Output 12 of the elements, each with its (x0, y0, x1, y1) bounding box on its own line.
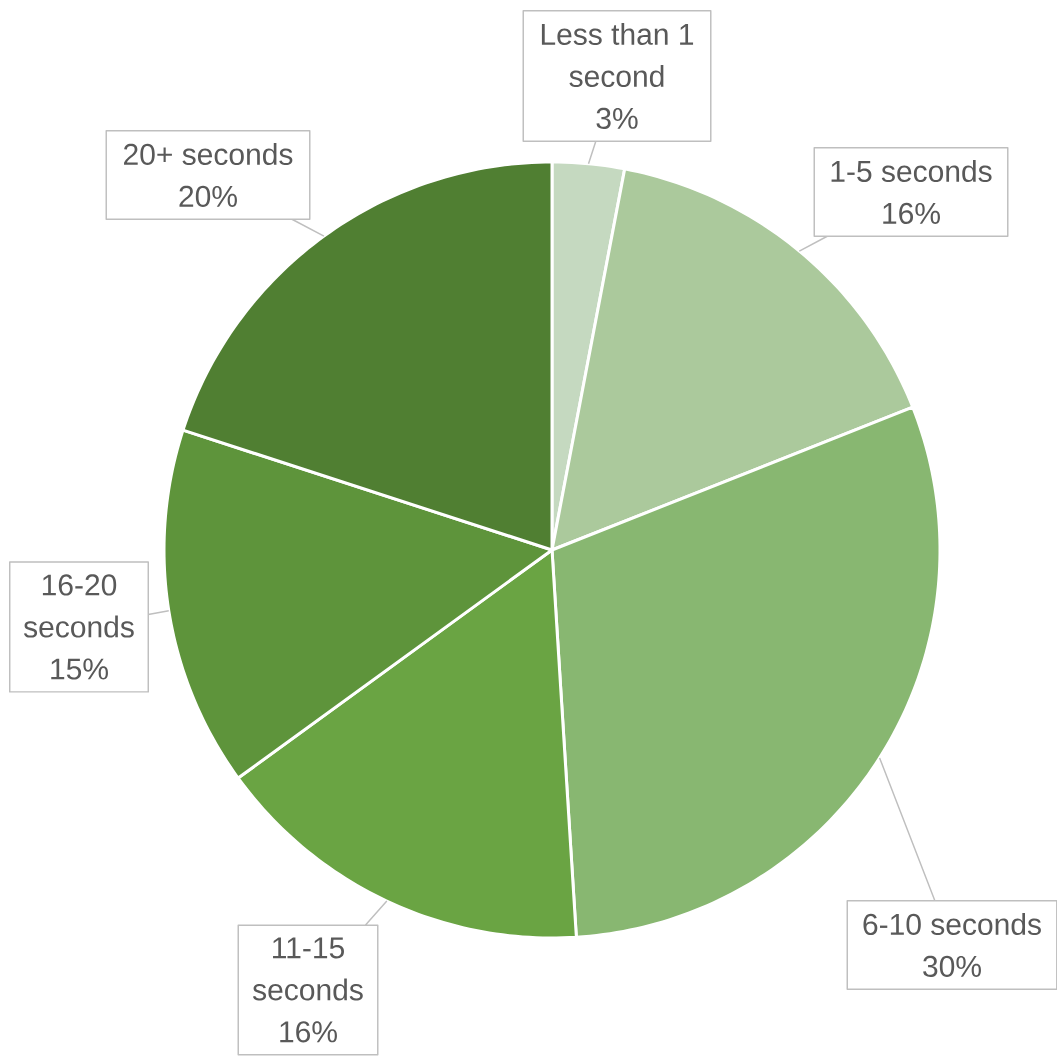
slice-label: 11-15 seconds (252, 937, 363, 1001)
slice-label: 16-20 seconds (23, 574, 134, 638)
data-label: 30% (923, 955, 981, 978)
slice-label: 1-5 seconds (831, 159, 992, 182)
slice-label: Less than 1 second (541, 22, 694, 87)
data-label: 3% (596, 107, 638, 129)
data-label: 16% (883, 202, 940, 224)
data-label: 15% (51, 658, 108, 680)
slice-label: 20+ seconds (124, 142, 293, 165)
slice-label: 6-10 seconds (863, 912, 1041, 936)
data-label: 16% (280, 1021, 337, 1043)
data-label: 20% (179, 185, 237, 207)
